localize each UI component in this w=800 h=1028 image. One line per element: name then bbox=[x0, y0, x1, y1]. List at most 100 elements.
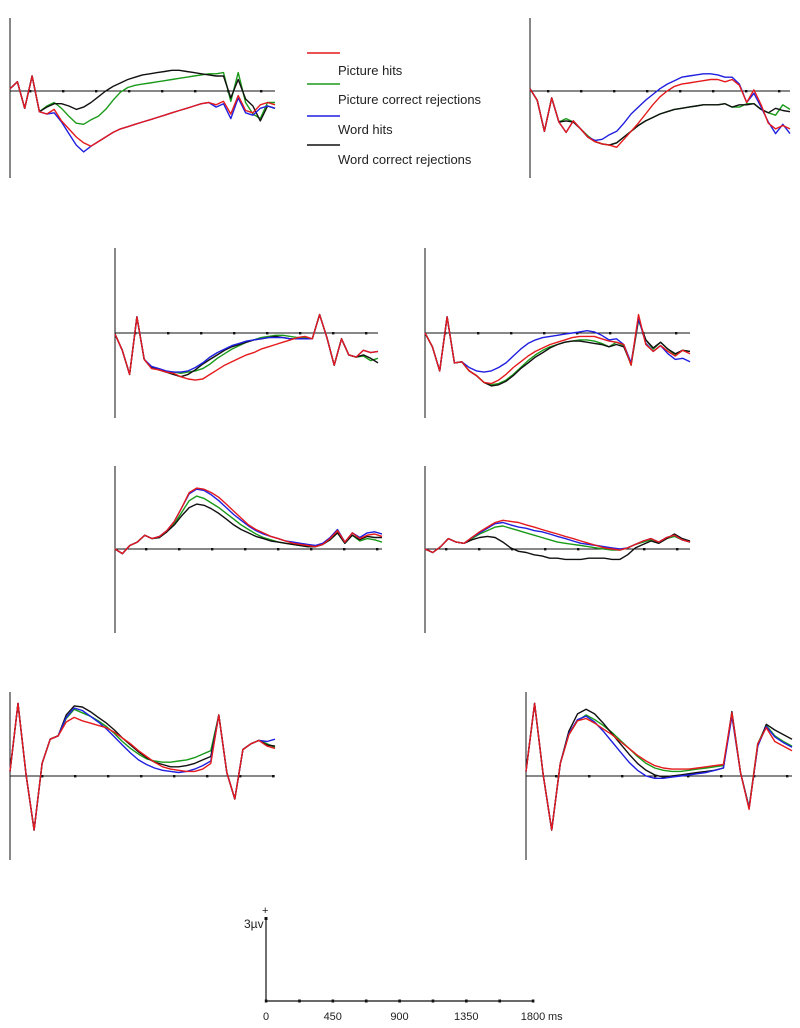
scale-tick-mark bbox=[431, 999, 435, 1003]
panel-1-series-picture-correct-rejections bbox=[9, 71, 275, 125]
panel-5-tick bbox=[145, 548, 148, 551]
panel-7-series-word-correct-rejections bbox=[9, 702, 276, 831]
panel-1-series-picture-hits bbox=[9, 75, 276, 147]
panel-2-tick bbox=[745, 90, 748, 93]
panel-7-series-picture-correct-rejections bbox=[9, 702, 276, 831]
scale-polarity-label: + bbox=[262, 905, 268, 917]
scale-tick-mark bbox=[465, 999, 468, 1003]
scale-tick-mark bbox=[531, 999, 535, 1003]
panel-6 bbox=[424, 466, 691, 633]
panel-7-tick bbox=[272, 775, 275, 778]
panel-1-series-word-correct-rejections bbox=[9, 69, 276, 122]
scale-tick-label: 1800 bbox=[521, 1011, 545, 1023]
panel-7-tick bbox=[140, 775, 143, 778]
panel-3-series-picture-hits bbox=[114, 313, 379, 381]
panel-4-tick bbox=[543, 332, 546, 335]
legend-label-word-correct-rejections: Word correct rejections bbox=[338, 152, 472, 167]
panel-8-tick bbox=[687, 775, 690, 778]
panel-7-tick bbox=[74, 775, 77, 778]
panel-1-tick bbox=[194, 90, 197, 93]
panel-2-tick bbox=[712, 90, 715, 93]
panel-7-series-word-hits bbox=[9, 702, 276, 831]
panel-3-tick bbox=[299, 332, 302, 335]
panel-4-tick bbox=[675, 332, 678, 335]
panel-5-tick bbox=[244, 548, 247, 551]
panel-4-tick bbox=[609, 332, 612, 335]
panel-5-tick bbox=[178, 548, 181, 551]
panel-4-series-word-correct-rejections bbox=[424, 316, 691, 387]
panel-7-tick bbox=[173, 775, 176, 778]
panel-3-tick bbox=[266, 332, 269, 335]
panel-1 bbox=[9, 18, 276, 178]
panel-4-series-picture-correct-rejections bbox=[424, 316, 691, 386]
panel-7-series-picture-hits bbox=[9, 702, 276, 831]
panel-7-tick bbox=[41, 775, 44, 778]
panel-8-tick bbox=[555, 775, 558, 778]
panel-2 bbox=[529, 18, 791, 178]
panel-2-tick bbox=[580, 90, 583, 93]
panel-4-tick bbox=[477, 332, 480, 335]
scale-x-unit: ms bbox=[548, 1011, 563, 1023]
panel-4 bbox=[424, 248, 691, 418]
panel-8-tick bbox=[786, 775, 789, 778]
panel-6-series-picture-hits bbox=[424, 519, 691, 554]
panel-3-series-picture-correct-rejections bbox=[114, 313, 379, 376]
panel-6-tick bbox=[544, 548, 547, 551]
scale-tick-mark bbox=[498, 999, 502, 1003]
panel-8 bbox=[525, 692, 793, 860]
scale-tick-mark bbox=[331, 999, 335, 1003]
panel-5-tick bbox=[211, 548, 214, 551]
panel-8-tick bbox=[588, 775, 591, 778]
scale-amplitude-label: 3µv bbox=[244, 917, 264, 931]
legend-label-picture-correct-rejections: Picture correct rejections bbox=[338, 92, 482, 107]
panel-8-tick bbox=[654, 775, 657, 778]
panel-5-tick bbox=[343, 548, 346, 551]
scale-ticks: 0 450 900 1350 1800 bbox=[263, 999, 545, 1023]
panel-2-tick bbox=[547, 90, 550, 93]
scale-tick-label: 1350 bbox=[454, 1011, 478, 1023]
panel-3-tick bbox=[200, 332, 203, 335]
calibration-scale: + 3µv 0 450 900 1350 1800 ms bbox=[244, 905, 563, 1023]
panel-3-tick bbox=[167, 332, 170, 335]
panel-4-tick bbox=[510, 332, 513, 335]
panel-5-series-word-correct-rejections bbox=[114, 503, 382, 555]
panel-1-tick bbox=[161, 90, 164, 93]
panel-6-tick bbox=[577, 548, 580, 551]
panel-7-tick bbox=[206, 775, 209, 778]
panel-1-tick bbox=[29, 90, 32, 93]
panel-7 bbox=[9, 692, 276, 860]
panel-4-series-picture-hits bbox=[424, 313, 691, 385]
panel-2-tick bbox=[778, 90, 781, 93]
panel-3 bbox=[114, 248, 379, 418]
panel-2-tick bbox=[646, 90, 649, 93]
panel-2-tick bbox=[613, 90, 616, 93]
panel-5-tick bbox=[310, 548, 313, 551]
panel-6-series-word-hits bbox=[424, 521, 691, 554]
panel-5 bbox=[114, 466, 383, 633]
panel-8-tick bbox=[720, 775, 723, 778]
panel-2-tick bbox=[679, 90, 682, 93]
panel-5-series-picture-hits bbox=[114, 487, 383, 555]
panel-7-tick bbox=[107, 775, 110, 778]
panel-8-tick bbox=[621, 775, 624, 778]
legend-label-picture-hits: Picture hits bbox=[338, 63, 403, 78]
panel-6-tick bbox=[643, 548, 646, 551]
panel-1-tick bbox=[95, 90, 98, 93]
panel-3-series-word-hits bbox=[114, 313, 379, 376]
panel-2-series-word-hits bbox=[529, 73, 791, 142]
panel-1-tick bbox=[128, 90, 131, 93]
panel-5-tick bbox=[277, 548, 280, 551]
scale-tick-mark bbox=[298, 999, 301, 1003]
scale-tick-label: 0 bbox=[263, 1011, 269, 1023]
panel-7-tick bbox=[239, 775, 242, 778]
scale-tick-mark bbox=[398, 999, 401, 1003]
panel-6-tick bbox=[478, 548, 481, 551]
panel-5-tick bbox=[376, 548, 379, 551]
panel-8-series-picture-hits bbox=[525, 702, 793, 831]
panel-6-tick bbox=[676, 548, 679, 551]
panel-2-series-picture-hits bbox=[529, 78, 791, 148]
legend: Picture hits Picture correct rejections … bbox=[307, 52, 482, 167]
scale-tick-label: 900 bbox=[390, 1011, 408, 1023]
panel-5-series-word-hits bbox=[114, 488, 383, 555]
